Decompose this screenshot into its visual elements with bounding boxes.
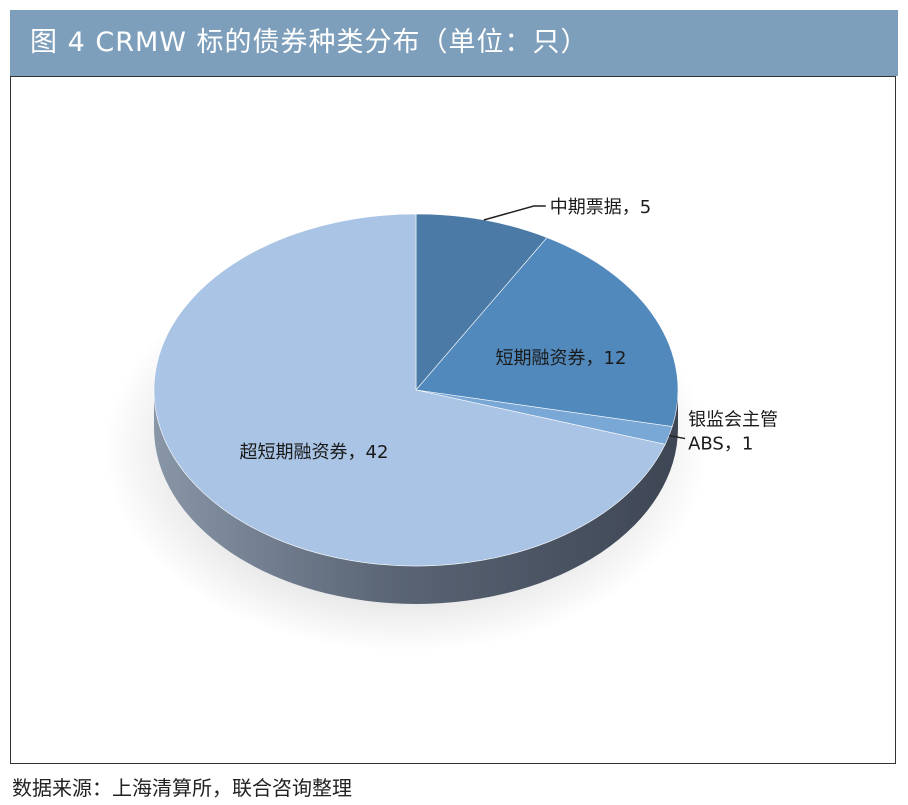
figure-title-bar: 图 4 CRMW 标的债券种类分布（单位：只） [10,10,898,76]
leader-line-3 [668,434,686,440]
slice-label-3-line-1: 银监会主管 [688,410,778,431]
slice-label-3-line-2: ABS，1 [688,434,753,455]
pie-slice-1 [415,213,548,391]
pie-slice-2 [415,237,679,427]
slice-label-2: 短期融资券，12 [496,348,627,369]
figure-title: 图 4 CRMW 标的债券种类分布（单位：只） [30,27,589,58]
slice-label-4: 超短期融资券，42 [240,442,389,463]
pie-slice-4 [153,213,666,567]
slice-label-1: 中期票据，5 [550,197,651,218]
leader-line-1 [483,205,546,221]
data-source-note: 数据来源：上海清算所，联合咨询整理 [12,776,352,800]
pie-side-wall [154,390,678,604]
